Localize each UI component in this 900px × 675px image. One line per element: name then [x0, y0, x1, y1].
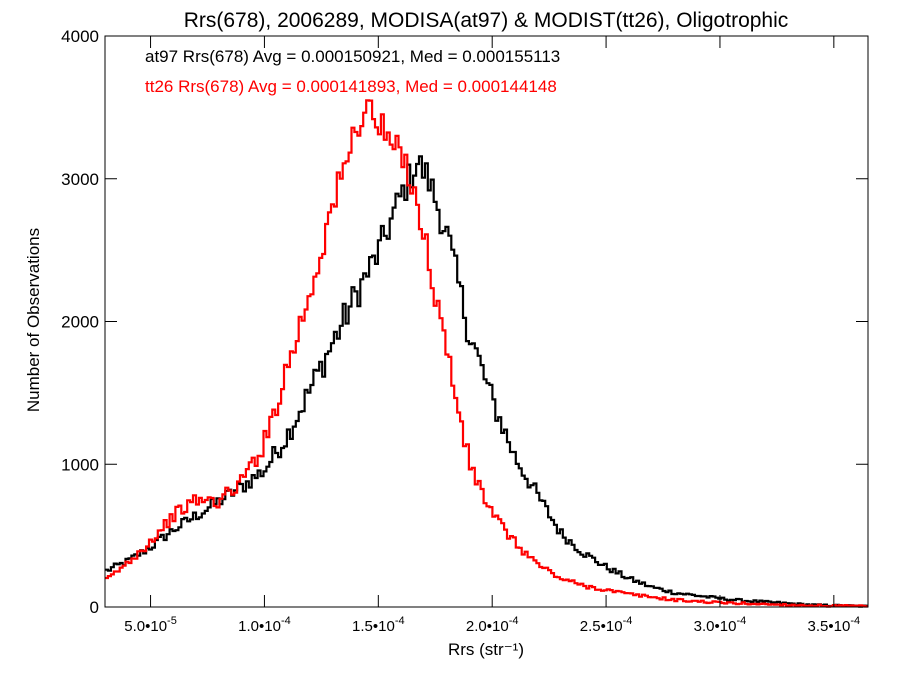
annotation-at97: at97 Rrs(678) Avg = 0.000150921, Med = 0…	[145, 47, 560, 66]
x-tick-label: 2.5•10-4	[580, 615, 633, 635]
series-layer	[105, 99, 868, 608]
x-tick-label: 1.5•10-4	[352, 615, 405, 635]
y-tick-label: 2000	[61, 313, 99, 332]
y-axis-label: Number of Observations	[24, 228, 43, 412]
x-tick-exponent: -4	[395, 615, 405, 627]
y-tick-label: 3000	[61, 170, 99, 189]
x-tick-mantissa: 1.5	[352, 618, 373, 635]
x-tick-exponent: -4	[281, 615, 291, 627]
chart-title: Rrs(678), 2006289, MODISA(at97) & MODIST…	[184, 9, 789, 32]
x-tick-mantissa: 3.0	[694, 618, 715, 635]
x-tick-exponent: -4	[623, 615, 633, 627]
x-axis-label: Rrs (str⁻¹)	[448, 640, 524, 659]
x-tick-mantissa: 2.5	[580, 618, 601, 635]
annotation-tt26: tt26 Rrs(678) Avg = 0.000141893, Med = 0…	[145, 77, 557, 96]
x-tick-exponent: -5	[167, 615, 177, 627]
x-tick-label: 2.0•10-4	[466, 615, 519, 635]
histogram-series-1	[105, 99, 868, 608]
y-tick-label: 4000	[61, 27, 99, 46]
x-tick-mantissa: 5.0	[124, 618, 145, 635]
x-tick-label: 3.5•10-4	[808, 615, 861, 635]
x-tick-exponent: -4	[736, 615, 746, 627]
ticks-layer: 0 1000 2000 3000 4000 5.0•10-5 1.0•10-4 1.5•10-…	[61, 27, 868, 635]
x-tick-label: 3.0•10-4	[694, 615, 747, 635]
y-tick-label: 1000	[61, 455, 99, 474]
x-tick-label: 5.0•10-5	[124, 615, 177, 635]
x-tick-exponent: -4	[509, 615, 519, 627]
x-tick-mantissa: 3.5	[808, 618, 829, 635]
x-tick-exponent: -4	[850, 615, 860, 627]
y-tick-label: 0	[90, 598, 99, 617]
x-tick-label: 1.0•10-4	[238, 615, 291, 635]
x-tick-mantissa: 2.0	[466, 618, 487, 635]
x-tick-mantissa: 1.0	[238, 618, 259, 635]
